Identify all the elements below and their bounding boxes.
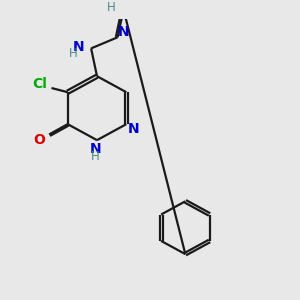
Text: H: H: [91, 150, 100, 163]
Text: N: N: [128, 122, 140, 136]
Text: N: N: [73, 40, 85, 54]
Text: N: N: [90, 142, 101, 156]
Text: O: O: [33, 133, 45, 147]
Text: H: H: [68, 47, 77, 60]
Text: Cl: Cl: [32, 77, 47, 91]
Text: H: H: [107, 1, 116, 14]
Text: N: N: [118, 25, 129, 39]
